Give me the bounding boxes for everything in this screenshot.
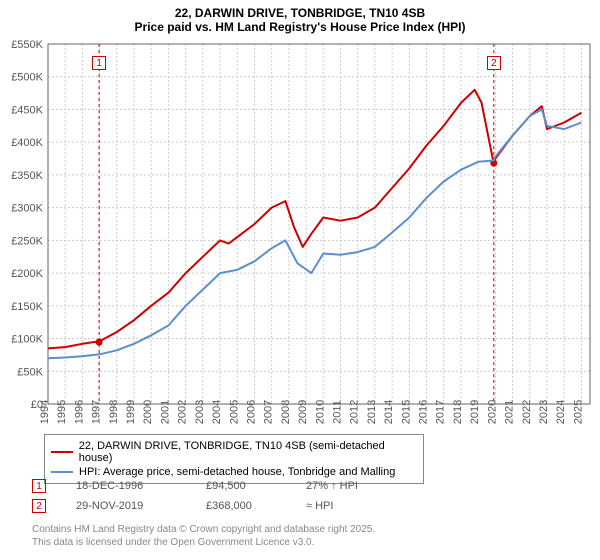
footer-line-1: Contains HM Land Registry data © Crown c… — [32, 524, 375, 535]
marker-label-2: 2 — [487, 56, 501, 70]
chart-area: £0£50K£100K£150K£200K£250K£300K£350K£400… — [0, 34, 600, 454]
svg-text:£200K: £200K — [11, 268, 43, 280]
svg-text:2016: 2016 — [418, 400, 430, 424]
svg-text:£300K: £300K — [11, 203, 43, 215]
marker-hpi-2: ≈ HPI — [306, 500, 333, 512]
svg-text:£150K: £150K — [11, 301, 43, 313]
svg-text:2018: 2018 — [452, 400, 464, 424]
svg-text:2023: 2023 — [538, 400, 550, 424]
svg-text:1998: 1998 — [108, 400, 120, 424]
svg-text:£400K: £400K — [11, 137, 43, 149]
marker-row-1: 1 18-DEC-1996 £94,500 27% ↑ HPI — [32, 476, 358, 496]
svg-text:2003: 2003 — [194, 400, 206, 424]
title-line-1: 22, DARWIN DRIVE, TONBRIDGE, TN10 4SB — [0, 0, 600, 20]
svg-text:2025: 2025 — [572, 400, 584, 424]
marker-row-2: 2 29-NOV-2019 £368,000 ≈ HPI — [32, 496, 358, 516]
legend-swatch-2 — [51, 471, 73, 473]
svg-text:£350K: £350K — [11, 170, 43, 182]
marker-price-1: £94,500 — [206, 480, 276, 492]
marker-date-2: 29-NOV-2019 — [76, 500, 176, 512]
svg-text:2006: 2006 — [245, 400, 257, 424]
svg-text:2022: 2022 — [521, 400, 533, 424]
svg-text:2008: 2008 — [280, 400, 292, 424]
svg-text:1999: 1999 — [125, 400, 137, 424]
svg-text:£50K: £50K — [17, 366, 43, 378]
chart-svg: £0£50K£100K£150K£200K£250K£300K£350K£400… — [0, 34, 600, 454]
svg-text:£550K: £550K — [11, 39, 43, 51]
marker-box-2: 2 — [32, 499, 46, 513]
svg-text:2005: 2005 — [228, 400, 240, 424]
svg-text:2009: 2009 — [297, 400, 309, 424]
legend-row-series1: 22, DARWIN DRIVE, TONBRIDGE, TN10 4SB (s… — [51, 439, 417, 465]
svg-text:2000: 2000 — [142, 400, 154, 424]
svg-text:2007: 2007 — [263, 400, 275, 424]
svg-text:£100K: £100K — [11, 334, 43, 346]
svg-text:2002: 2002 — [177, 400, 189, 424]
svg-text:2015: 2015 — [400, 400, 412, 424]
chart-container: 22, DARWIN DRIVE, TONBRIDGE, TN10 4SB Pr… — [0, 0, 600, 560]
svg-text:1995: 1995 — [56, 400, 68, 424]
footer-note: Contains HM Land Registry data © Crown c… — [32, 524, 572, 549]
svg-text:2001: 2001 — [159, 400, 171, 424]
marker-hpi-1: 27% ↑ HPI — [306, 480, 358, 492]
marker-date-1: 18-DEC-1996 — [76, 480, 176, 492]
svg-text:1996: 1996 — [73, 400, 85, 424]
marker-price-2: £368,000 — [206, 500, 276, 512]
marker-data-rows: 1 18-DEC-1996 £94,500 27% ↑ HPI 2 29-NOV… — [32, 476, 358, 516]
legend-label-1: 22, DARWIN DRIVE, TONBRIDGE, TN10 4SB (s… — [79, 440, 417, 464]
marker-box-1: 1 — [32, 479, 46, 493]
svg-text:£450K: £450K — [11, 104, 43, 116]
svg-text:£500K: £500K — [11, 72, 43, 84]
svg-text:£250K: £250K — [11, 235, 43, 247]
svg-text:2014: 2014 — [383, 400, 395, 424]
footer-line-2: This data is licensed under the Open Gov… — [32, 537, 314, 548]
svg-text:2013: 2013 — [366, 400, 378, 424]
svg-text:2019: 2019 — [469, 400, 481, 424]
svg-text:2017: 2017 — [435, 400, 447, 424]
svg-text:2004: 2004 — [211, 400, 223, 424]
svg-text:1994: 1994 — [39, 400, 51, 424]
svg-text:2020: 2020 — [486, 400, 498, 424]
legend-swatch-1 — [51, 451, 73, 453]
svg-text:2012: 2012 — [349, 400, 361, 424]
marker-label-1: 1 — [92, 56, 106, 70]
svg-text:1997: 1997 — [91, 400, 103, 424]
title-line-2: Price paid vs. HM Land Registry's House … — [0, 20, 600, 34]
svg-text:2010: 2010 — [314, 400, 326, 424]
svg-text:2024: 2024 — [555, 400, 567, 424]
svg-text:2021: 2021 — [504, 400, 516, 424]
